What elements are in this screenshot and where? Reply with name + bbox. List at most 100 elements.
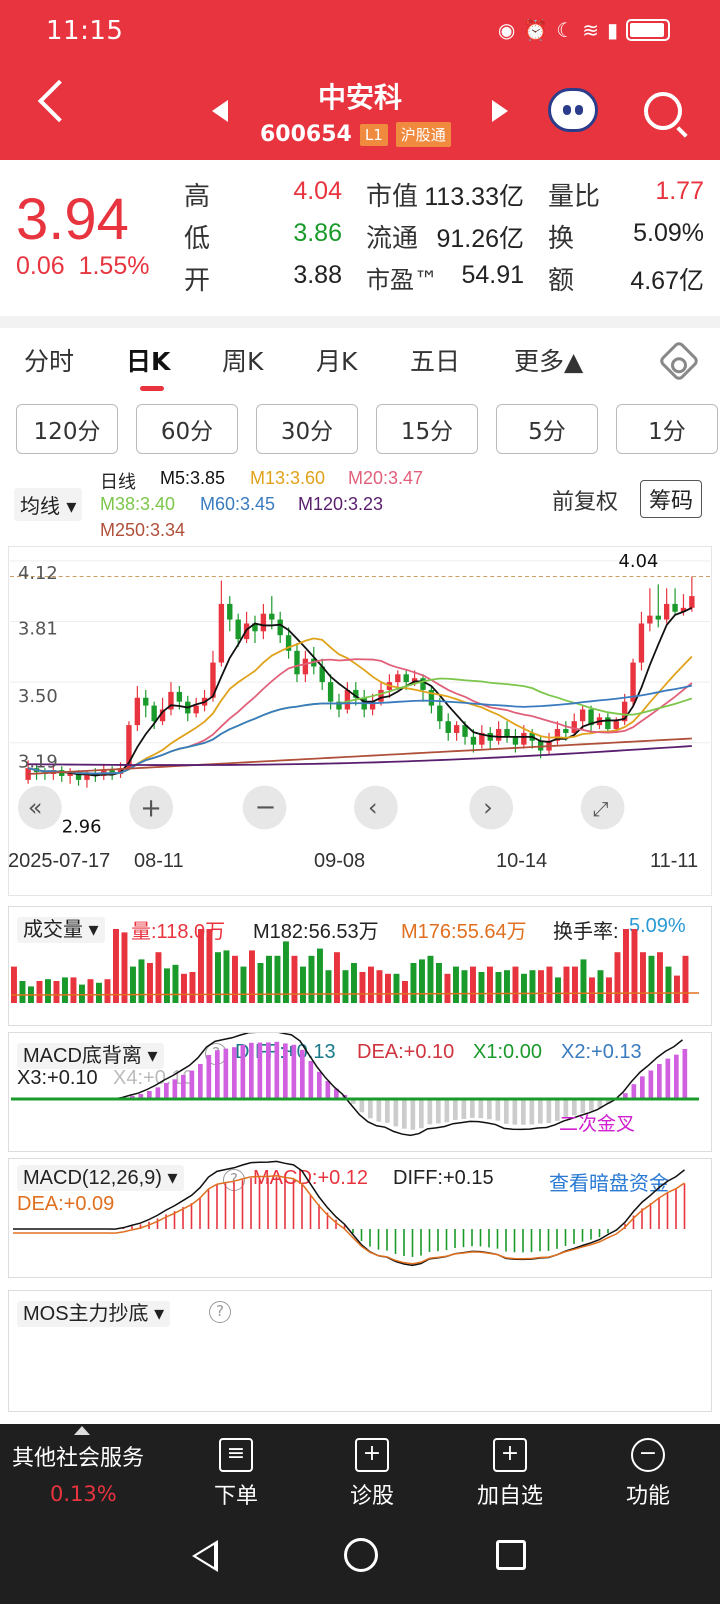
tab-monthly-k[interactable]: 月K (316, 347, 358, 376)
volume-bar (453, 966, 459, 1003)
candle-body (428, 689, 435, 706)
volume-ma-line (10, 992, 700, 996)
adjust-mode[interactable]: 前复权 (552, 490, 619, 515)
tab-daily-k[interactable]: 日K (126, 347, 171, 376)
wifi-icon: ≋ (582, 18, 599, 42)
search-icon[interactable] (644, 92, 682, 130)
divergence-bar (172, 1079, 178, 1099)
candle-body (462, 725, 468, 737)
candlestick-chart[interactable]: 4.12 3.81 3.50 3.19 4.04 2.96 « + − ‹ › … (8, 546, 712, 896)
mcap-value: 113.33亿 (424, 183, 524, 211)
pan-left-icon[interactable] (354, 785, 398, 830)
macd-label: MACD(12,26,9) (23, 1167, 162, 1189)
tab-more[interactable]: 更多▲ (514, 347, 584, 376)
volume-bar (291, 955, 298, 1003)
volume-bar (53, 981, 60, 1003)
sector-name[interactable]: 其他社会服务 (12, 1446, 145, 1471)
volume-bar (240, 966, 247, 1003)
divergence-bar (317, 1071, 322, 1099)
volume-bar (215, 952, 221, 1003)
toolbar-rewind-icon[interactable] (17, 785, 62, 830)
nav-home-icon[interactable] (344, 1538, 378, 1572)
minute-tab-5[interactable]: 5分 (496, 404, 598, 454)
max-price-label: 4.04 (619, 551, 659, 572)
minute-tab-120[interactable]: 120分 (16, 404, 118, 454)
right-glyph: › (483, 793, 493, 821)
divergence-bar (359, 1099, 365, 1113)
order-icon: ≡ (219, 1438, 253, 1472)
volume-bar (342, 970, 349, 1003)
divergence-bar (580, 1099, 586, 1113)
quote-panel (0, 160, 720, 320)
minute-tab-1[interactable]: 1分 (616, 404, 718, 454)
volume-label: 成交量 (23, 919, 83, 941)
volume-bar (249, 950, 255, 1003)
macd-div-dropdown[interactable]: MACD底背离 ▾ (17, 1039, 164, 1069)
minute-tab-15[interactable]: 15分 (376, 404, 478, 454)
volume-bar (538, 970, 544, 1003)
nav-recents-icon[interactable] (496, 1540, 526, 1570)
low-value: 3.86 (293, 219, 342, 247)
fullscreen-glyph: ⤢ (593, 797, 609, 820)
chips-button[interactable]: 筹码 (640, 480, 703, 518)
robot-assistant-icon[interactable] (548, 88, 598, 132)
candle-body (353, 689, 359, 698)
divergence-bar (393, 1099, 399, 1127)
volume-bar (461, 970, 468, 1003)
divergence-bar (631, 1084, 637, 1099)
expand-up-icon[interactable] (74, 1426, 90, 1435)
candle-body (579, 709, 586, 722)
divergence-bar (130, 1095, 135, 1099)
divergence-bar (368, 1099, 373, 1119)
div-dea: DEA:+0.10 (357, 1041, 455, 1063)
volume-bar (393, 973, 400, 1003)
macd-divergence-panel: MACD底背离 ▾ ? DIFF:+0.13 DEA:+0.10 X1:0.00… (8, 1032, 712, 1152)
diagnose-button[interactable]: + 诊股 (342, 1438, 402, 1510)
order-button[interactable]: ≡ 下单 (206, 1438, 266, 1510)
next-stock-icon[interactable] (492, 100, 508, 122)
divergence-bar (589, 1099, 594, 1111)
candle-body (689, 596, 695, 608)
candle-body (571, 721, 577, 733)
minus-glyph: − (255, 792, 277, 822)
volume-bar (266, 955, 272, 1003)
vr-label: 量比 (548, 182, 601, 212)
minute-tabs: 120分 60分 30分 15分 5分 1分 (0, 404, 720, 456)
golden-cross-note: 二次金叉 (559, 1114, 636, 1135)
mos-dropdown[interactable]: MOS主力抄底 ▾ (17, 1297, 171, 1327)
candle-body (495, 729, 502, 741)
help-icon[interactable]: ? (209, 1301, 231, 1323)
tab-weekly-k[interactable]: 周K (222, 347, 264, 376)
candle-body (143, 697, 149, 706)
ma60-line (27, 684, 693, 775)
volume-dropdown[interactable]: 成交量 ▾ (17, 913, 105, 943)
prev-stock-icon[interactable] (212, 100, 228, 122)
dark-pool-link[interactable]: 查看暗盘资金 (549, 1173, 669, 1195)
functions-button[interactable]: − 功能 (618, 1438, 678, 1510)
volume-bar (572, 966, 578, 1003)
zoom-out-icon[interactable] (242, 785, 287, 830)
minute-tab-30[interactable]: 30分 (256, 404, 358, 454)
volume-bar (172, 964, 179, 1003)
divergence-bar (572, 1099, 577, 1116)
candle-body (395, 674, 401, 683)
fullscreen-icon[interactable] (580, 785, 625, 830)
volume-bar (495, 972, 502, 1003)
candle-body (67, 772, 73, 776)
add-watchlist-button[interactable]: + 加自选 (470, 1438, 550, 1510)
candle-body (663, 603, 670, 620)
candle-body (403, 674, 409, 683)
candle-body (479, 732, 485, 745)
ma-dropdown[interactable]: 均线 ▾ (14, 488, 83, 521)
volume-bar (274, 955, 281, 1003)
macd-dropdown[interactable]: MACD(12,26,9) ▾ (17, 1165, 184, 1191)
nav-back-icon[interactable] (192, 1540, 218, 1572)
tab-intraday[interactable]: 分时 (24, 347, 75, 376)
zoom-in-icon[interactable] (129, 785, 174, 830)
float-label: 流通 (366, 224, 419, 254)
pan-right-icon[interactable] (469, 785, 514, 830)
tab-five-day[interactable]: 五日 (410, 347, 461, 376)
volume-bar (121, 932, 128, 1003)
minute-tab-60[interactable]: 60分 (136, 404, 238, 454)
volume-bar (648, 955, 655, 1003)
